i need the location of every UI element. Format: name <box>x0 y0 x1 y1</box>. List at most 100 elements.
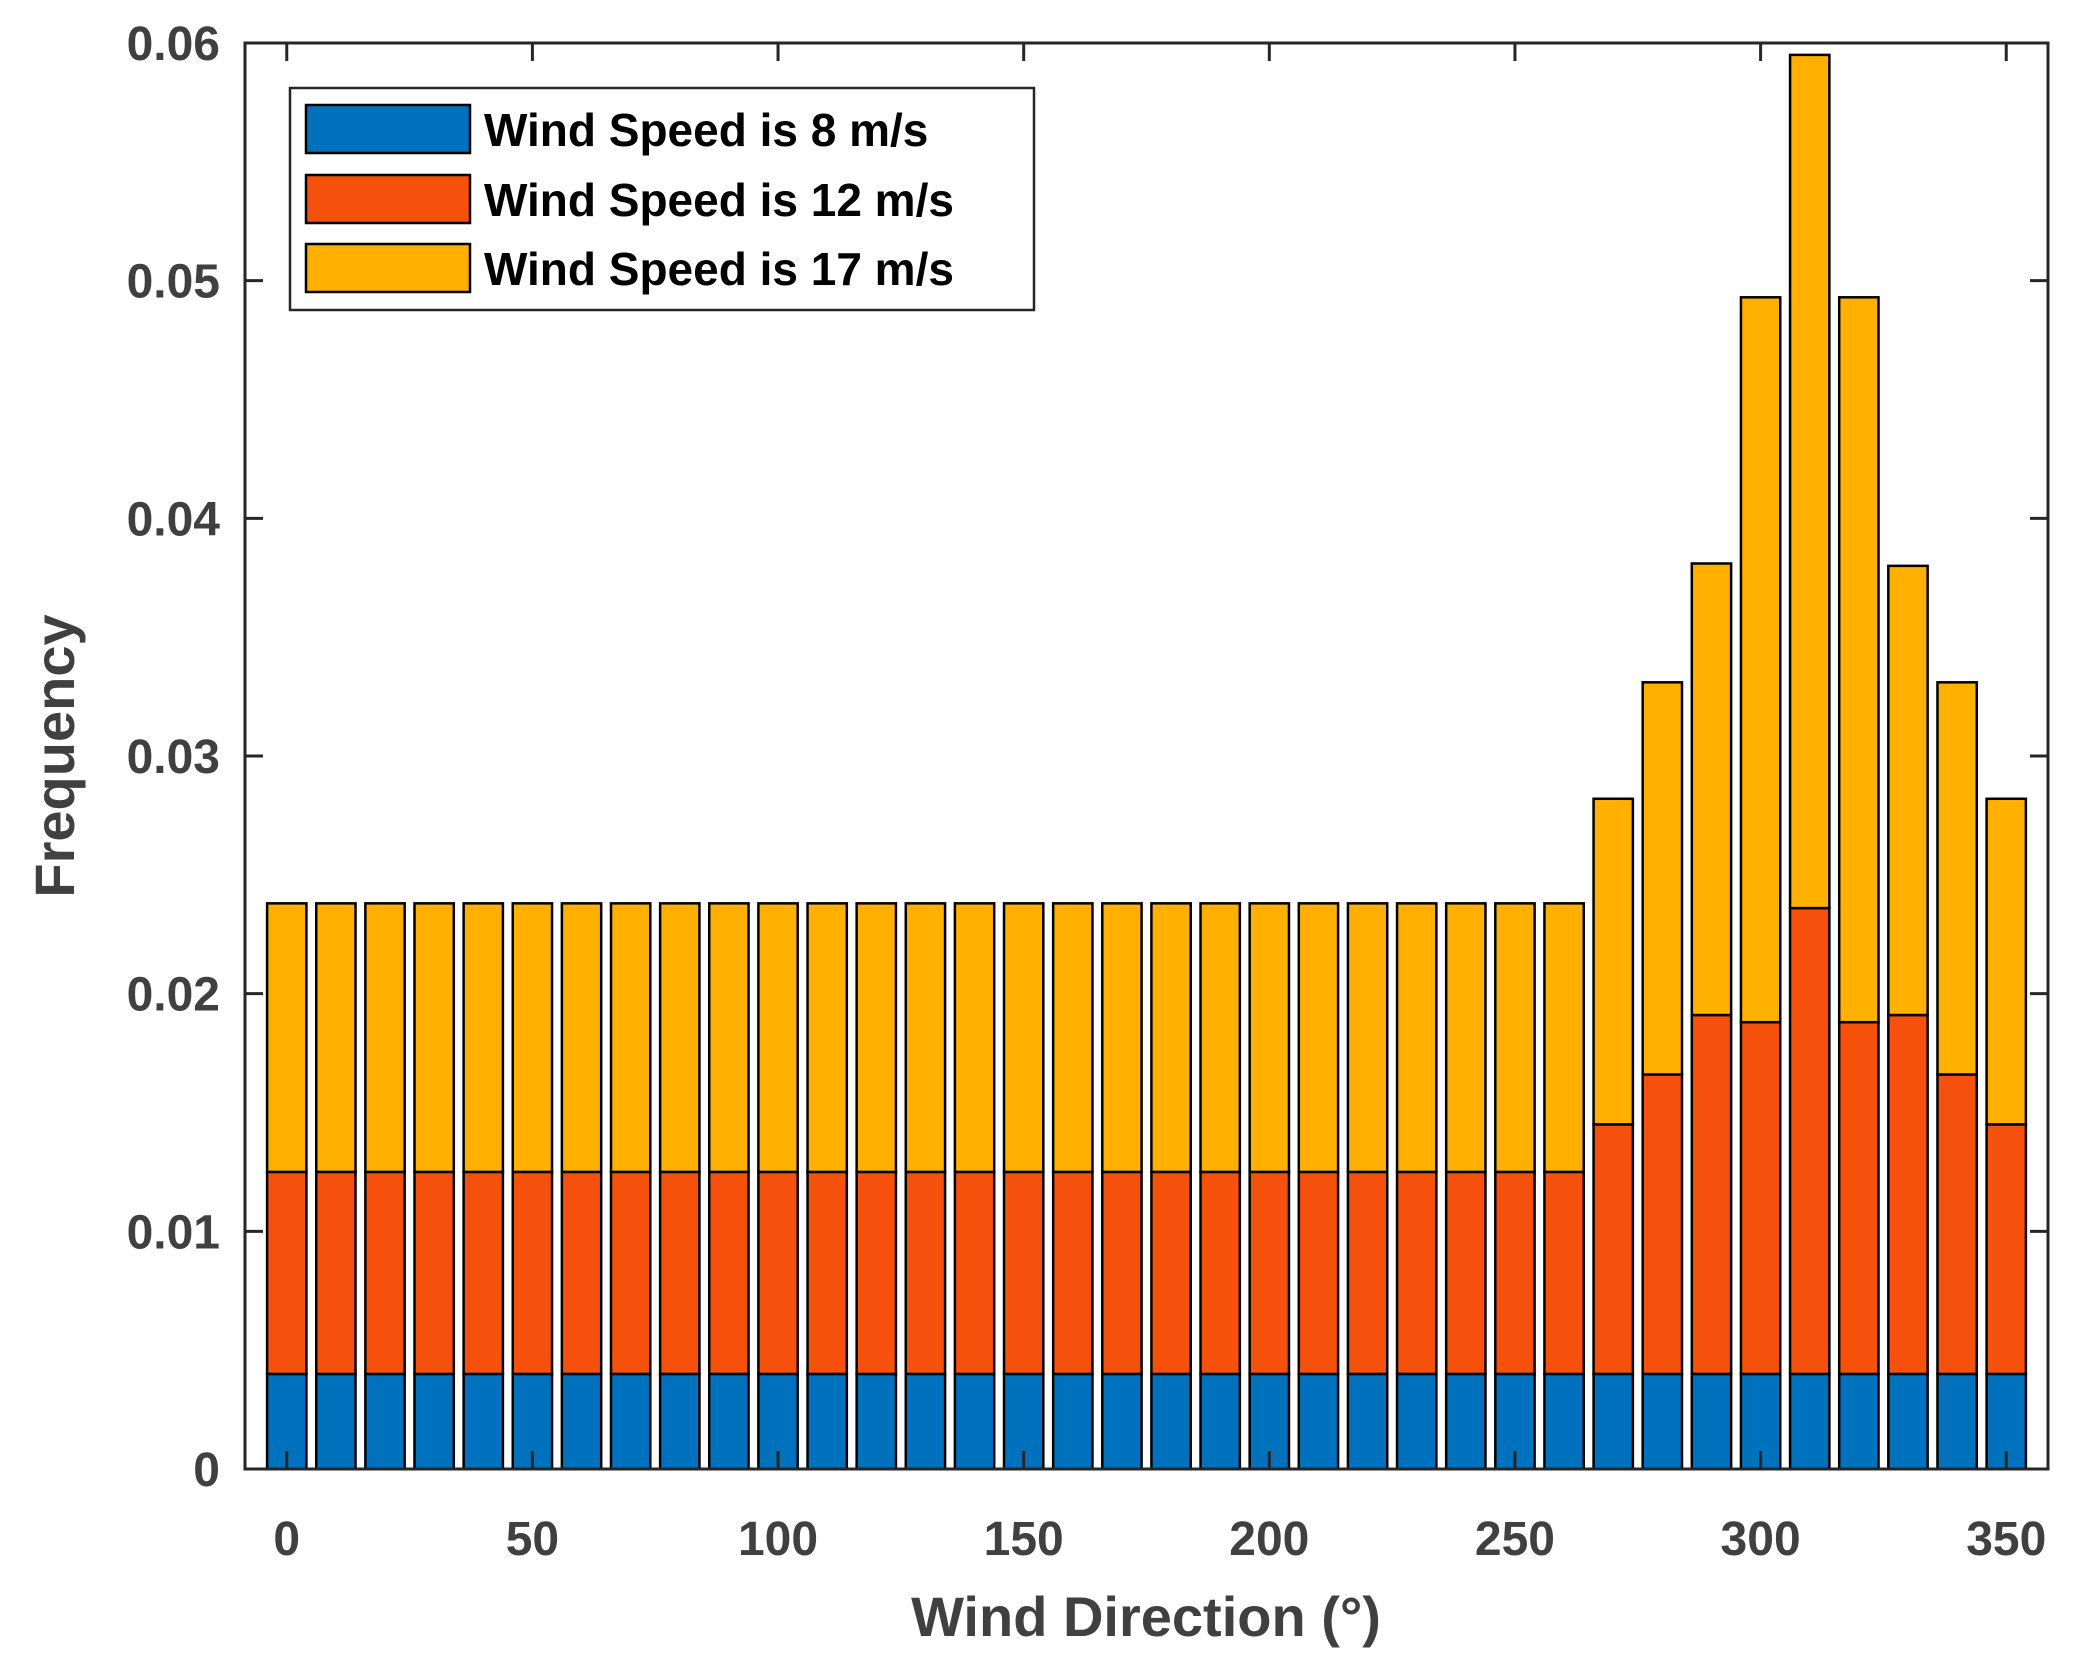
bar-300-series-1 <box>1739 1020 1782 1376</box>
bar-250-series-1 <box>1494 1170 1536 1376</box>
bar-130-series-0 <box>904 1372 947 1471</box>
x-tick-label: 200 <box>1229 1513 1309 1566</box>
bar-340-series-0 <box>1936 1372 1979 1471</box>
bar-350-series-1 <box>1985 1123 2028 1376</box>
bar-230-series-2 <box>1395 902 1438 1174</box>
bar-90-series-0 <box>708 1372 750 1471</box>
x-axis-title: Wind Direction (°) <box>911 1585 1381 1648</box>
bar-40-series-1 <box>462 1170 505 1376</box>
bar-30-series-2 <box>413 902 456 1174</box>
x-tick-label: 100 <box>738 1513 818 1566</box>
bar-60-series-0 <box>560 1372 603 1471</box>
bar-110-series-2 <box>806 902 849 1174</box>
y-tick-label: 0.01 <box>127 1206 220 1259</box>
bar-310-series-1 <box>1788 906 1831 1376</box>
bar-210-series-1 <box>1297 1170 1340 1376</box>
bar-270-series-1 <box>1592 1123 1635 1376</box>
bar-150-series-2 <box>1002 902 1045 1174</box>
bar-330-series-2 <box>1887 564 1929 1017</box>
bar-170-series-2 <box>1101 902 1143 1174</box>
bar-230-series-1 <box>1395 1170 1438 1376</box>
bar-180-series-0 <box>1150 1372 1192 1471</box>
legend-label-8ms: Wind Speed is 8 m/s <box>484 104 928 156</box>
bar-50-series-1 <box>511 1170 554 1376</box>
bar-160-series-2 <box>1051 902 1094 1174</box>
bar-290-series-2 <box>1690 562 1733 1017</box>
bar-220-series-1 <box>1346 1170 1389 1376</box>
y-tick-label: 0.02 <box>127 969 220 1022</box>
x-tick-label: 350 <box>1966 1513 2046 1566</box>
bar-70-series-0 <box>609 1372 652 1471</box>
bar-10-series-1 <box>314 1170 357 1376</box>
legend-label-17ms: Wind Speed is 17 m/s <box>484 243 954 295</box>
bar-280-series-1 <box>1641 1073 1684 1376</box>
bar-340-series-2 <box>1936 681 1979 1076</box>
bar-140-series-2 <box>953 902 996 1174</box>
y-tick-label: 0 <box>193 1444 220 1497</box>
x-tick-label: 250 <box>1475 1513 1555 1566</box>
bar-320-series-2 <box>1837 296 1880 1024</box>
legend-swatch-12ms <box>304 173 472 225</box>
bar-320-series-0 <box>1837 1372 1880 1471</box>
bar-110-series-1 <box>806 1170 849 1376</box>
bar-250-series-2 <box>1494 902 1536 1174</box>
bar-290-series-0 <box>1690 1372 1733 1471</box>
bar-10-series-0 <box>314 1372 357 1471</box>
bar-10-series-2 <box>314 902 357 1174</box>
bar-100-series-2 <box>757 902 799 1174</box>
y-axis-title: Frequency <box>23 614 86 897</box>
bar-120-series-0 <box>855 1372 898 1471</box>
plot-area-border <box>243 41 2050 1471</box>
bar-200-series-1 <box>1248 1170 1291 1376</box>
bar-280-series-2 <box>1641 681 1684 1076</box>
x-tick-label: 0 <box>273 1513 300 1566</box>
bar-140-series-0 <box>953 1372 996 1471</box>
bar-20-series-0 <box>364 1372 406 1471</box>
bar-270-series-2 <box>1592 797 1635 1126</box>
bar-20-series-1 <box>364 1170 406 1376</box>
bar-160-series-1 <box>1051 1170 1094 1376</box>
bar-120-series-1 <box>855 1170 898 1376</box>
bar-330-series-1 <box>1887 1013 1929 1376</box>
legend: Wind Speed is 8 m/s Wind Speed is 12 m/s… <box>288 86 1036 312</box>
bar-160-series-0 <box>1051 1372 1094 1471</box>
bar-300-series-2 <box>1739 296 1782 1024</box>
bar-60-series-1 <box>560 1170 603 1376</box>
y-tick-label: 0.06 <box>127 18 220 71</box>
bar-130-series-2 <box>904 902 947 1174</box>
legend-swatch-8ms <box>304 103 472 155</box>
bar-50-series-2 <box>511 902 554 1174</box>
bar-240-series-0 <box>1444 1372 1487 1471</box>
legend-swatch-17ms <box>304 242 472 294</box>
bar-260-series-2 <box>1543 902 1585 1174</box>
bar-230-series-0 <box>1395 1372 1438 1471</box>
x-tick-label: 150 <box>984 1513 1064 1566</box>
bar-190-series-0 <box>1199 1372 1242 1471</box>
bar-120-series-2 <box>855 902 898 1174</box>
y-tick-labels: 0 0.01 0.02 0.03 0.04 0.05 0.06 <box>127 18 221 1497</box>
bar-170-series-0 <box>1101 1372 1143 1471</box>
x-tick-label: 50 <box>506 1513 559 1566</box>
bar-180-series-2 <box>1150 902 1192 1174</box>
bar-140-series-1 <box>953 1170 996 1376</box>
bar-100-series-1 <box>757 1170 799 1376</box>
bar-30-series-0 <box>413 1372 456 1471</box>
bar-70-series-2 <box>609 902 652 1174</box>
bar-260-series-0 <box>1543 1372 1585 1471</box>
x-tick-labels: 0 50 100 150 200 250 300 350 <box>273 1513 2046 1566</box>
bar-220-series-0 <box>1346 1372 1389 1471</box>
bar-310-series-2 <box>1788 53 1831 910</box>
bar-170-series-1 <box>1101 1170 1143 1376</box>
bar-60-series-2 <box>560 902 603 1174</box>
bar-210-series-2 <box>1297 902 1340 1174</box>
bar-190-series-2 <box>1199 902 1242 1174</box>
bar-240-series-1 <box>1444 1170 1487 1376</box>
y-tick-label: 0.03 <box>127 731 220 784</box>
bar-80-series-1 <box>658 1170 701 1376</box>
bar-280-series-0 <box>1641 1372 1684 1471</box>
bar-270-series-0 <box>1592 1372 1635 1471</box>
bar-40-series-0 <box>462 1372 505 1471</box>
legend-label-12ms: Wind Speed is 12 m/s <box>484 174 954 226</box>
y-tick-label: 0.04 <box>127 493 221 546</box>
